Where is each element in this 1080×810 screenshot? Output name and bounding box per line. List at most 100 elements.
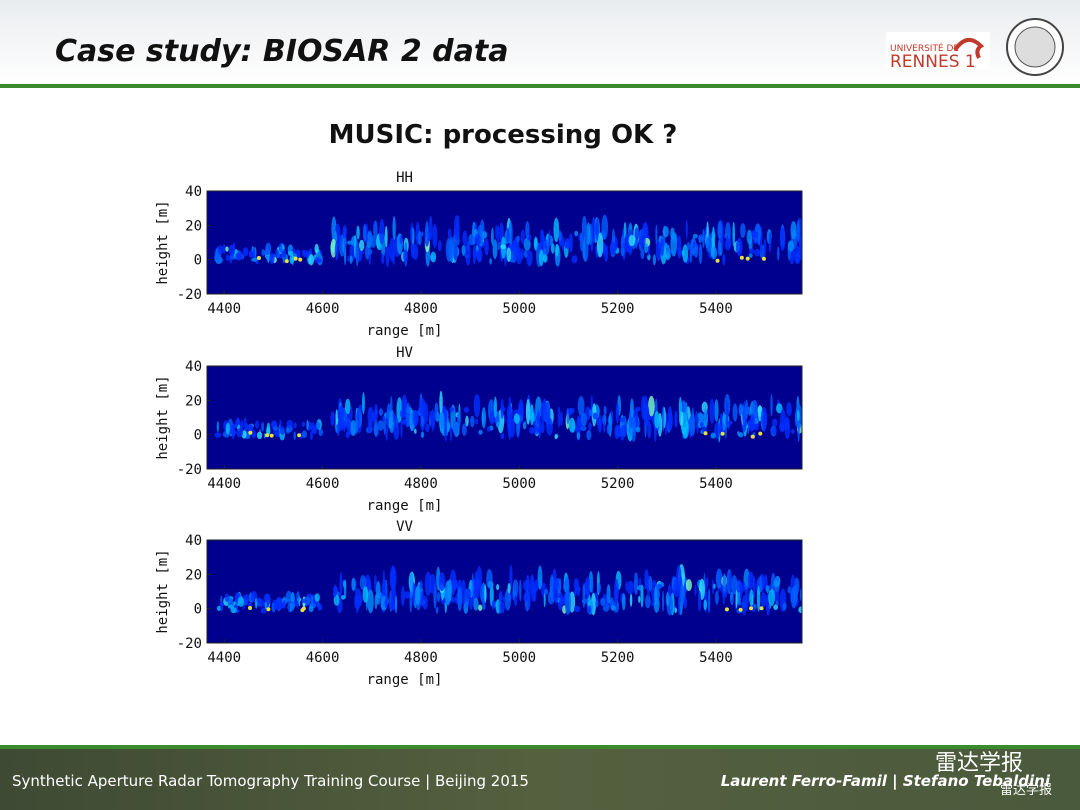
speckle bbox=[639, 230, 646, 249]
speckle bbox=[225, 246, 229, 252]
speckle bbox=[482, 601, 486, 611]
speckle bbox=[571, 255, 578, 264]
speckle bbox=[251, 257, 258, 262]
hotspot bbox=[298, 257, 303, 262]
speckle bbox=[220, 595, 223, 603]
speckle bbox=[217, 245, 224, 255]
tomogram bbox=[214, 214, 802, 268]
hotspot bbox=[761, 256, 766, 261]
speckle bbox=[392, 216, 396, 241]
speckle bbox=[403, 249, 408, 263]
hotspot bbox=[750, 434, 755, 439]
speckle bbox=[330, 411, 335, 426]
speckle bbox=[709, 398, 715, 424]
speckle bbox=[542, 254, 548, 263]
speckle bbox=[591, 216, 596, 243]
speckle bbox=[355, 418, 359, 435]
speckle bbox=[644, 594, 651, 609]
speckle bbox=[284, 597, 290, 603]
speckle bbox=[495, 225, 498, 240]
speckle bbox=[603, 421, 606, 433]
speckle bbox=[214, 432, 222, 438]
speckle bbox=[748, 253, 753, 258]
speckle bbox=[305, 250, 310, 259]
y-tick-label: -20 bbox=[177, 636, 202, 652]
speckle bbox=[640, 248, 645, 260]
speckle bbox=[279, 426, 286, 435]
speckle bbox=[691, 407, 695, 432]
speckle bbox=[516, 235, 520, 243]
speckle bbox=[220, 602, 224, 612]
speckle bbox=[272, 426, 279, 431]
speckle bbox=[412, 244, 419, 261]
speckle bbox=[595, 600, 599, 608]
slide-title: MUSIC: processing OK ? bbox=[329, 120, 678, 150]
speckle bbox=[301, 598, 308, 604]
speckle bbox=[382, 570, 386, 594]
y-tick-label: -20 bbox=[177, 287, 202, 303]
speckle bbox=[698, 234, 704, 242]
speckle bbox=[643, 404, 650, 424]
speckle bbox=[499, 601, 505, 614]
speckle bbox=[705, 576, 709, 589]
plot-title: HV bbox=[396, 345, 413, 361]
speckle bbox=[309, 430, 313, 441]
speckle bbox=[301, 421, 306, 427]
speckle bbox=[651, 600, 654, 607]
plot-title: HH bbox=[396, 170, 413, 186]
speckle bbox=[492, 239, 498, 260]
speckle bbox=[394, 595, 398, 614]
speckle bbox=[487, 581, 494, 588]
speckle bbox=[222, 243, 226, 255]
speckle bbox=[519, 579, 522, 602]
speckle bbox=[496, 421, 500, 428]
speckle bbox=[638, 595, 641, 604]
speckle bbox=[314, 243, 319, 254]
speckle bbox=[662, 406, 665, 432]
speckle bbox=[418, 404, 425, 414]
speckle bbox=[580, 412, 588, 427]
speckle bbox=[648, 395, 655, 417]
speckle bbox=[414, 428, 417, 434]
speckle bbox=[350, 406, 353, 421]
speckle bbox=[557, 406, 561, 428]
hotspot bbox=[265, 433, 270, 438]
speckle bbox=[610, 605, 616, 611]
speckle bbox=[749, 248, 755, 254]
speckle bbox=[461, 244, 466, 256]
hotspot bbox=[739, 255, 744, 260]
hotspot bbox=[745, 256, 750, 261]
speckle bbox=[489, 258, 492, 265]
speckle bbox=[473, 597, 479, 611]
x-axis-label: range [m] bbox=[367, 323, 443, 339]
speckle bbox=[349, 255, 353, 264]
speckle bbox=[710, 247, 718, 260]
speckle bbox=[633, 572, 639, 595]
speckle bbox=[623, 222, 627, 240]
tomogram bbox=[216, 563, 802, 616]
speckle bbox=[539, 249, 544, 267]
hotspot bbox=[758, 431, 763, 436]
speckle bbox=[489, 410, 495, 425]
speckle bbox=[385, 243, 390, 268]
speckle bbox=[550, 243, 555, 254]
speckle bbox=[468, 233, 475, 246]
speckle bbox=[630, 398, 634, 419]
speckle bbox=[507, 582, 511, 594]
speckle bbox=[381, 253, 385, 265]
speckle bbox=[293, 600, 299, 606]
speckle bbox=[694, 584, 697, 596]
speckle bbox=[271, 253, 275, 259]
speckle bbox=[635, 406, 641, 412]
speckle bbox=[711, 579, 715, 595]
speckle bbox=[553, 217, 560, 243]
speckle bbox=[472, 244, 476, 265]
speckle bbox=[285, 427, 290, 434]
speckle bbox=[256, 597, 262, 604]
speckle bbox=[705, 236, 713, 253]
speckle bbox=[500, 244, 506, 250]
speckle bbox=[620, 246, 625, 257]
x-tick-label: 5200 bbox=[601, 301, 635, 317]
watermark: 雷达学报 bbox=[935, 751, 1023, 776]
